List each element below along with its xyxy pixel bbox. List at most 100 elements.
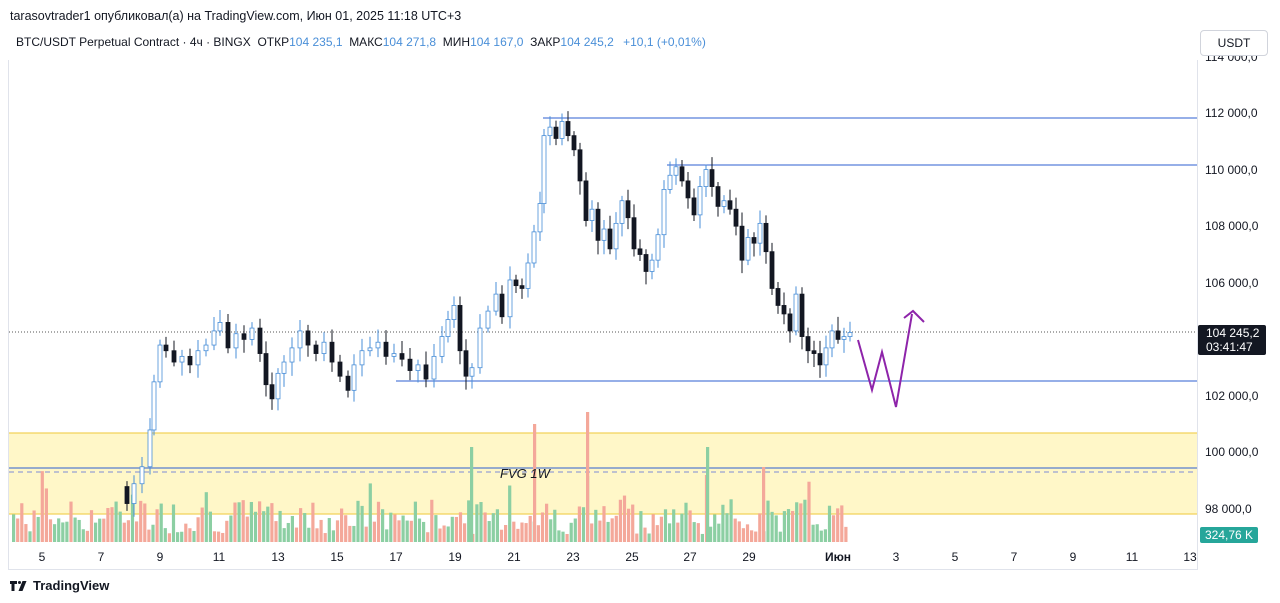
- candle-body: [571, 135, 577, 151]
- volume-bar: [692, 522, 696, 542]
- volume-bar: [249, 501, 253, 542]
- currency-button[interactable]: USDT: [1200, 30, 1268, 56]
- volume-bar: [631, 504, 635, 542]
- candle-body: [757, 222, 763, 244]
- volume-bar: [417, 518, 422, 542]
- volume-bar: [32, 510, 36, 542]
- tradingview-footer[interactable]: TradingView: [10, 578, 109, 593]
- candle-body: [697, 186, 703, 216]
- candle-body: [703, 169, 709, 187]
- volume-bar: [684, 502, 688, 542]
- volume-bar: [397, 520, 401, 542]
- change-value: +10,1 (+0,01%): [623, 35, 706, 49]
- volume-bar: [668, 523, 672, 542]
- close-value: 104 245,2: [560, 35, 614, 49]
- volume-bar: [340, 508, 344, 542]
- time-axis-label: 19: [448, 550, 462, 564]
- candle-body: [337, 361, 343, 377]
- candle-body: [203, 344, 209, 352]
- volume-bar: [709, 526, 713, 542]
- candle-body: [211, 330, 217, 346]
- volume-bar: [422, 521, 426, 542]
- volume-bar: [126, 520, 130, 542]
- volume-bar: [754, 531, 758, 542]
- candle-body: [297, 330, 303, 349]
- time-axis: 5 7 9 11 13 15 17 19 21 23 25 27 29 Июн 3 5 7 9 11 13: [39, 550, 1197, 564]
- candle-body: [281, 361, 287, 374]
- volume-bar: [167, 533, 171, 542]
- time-axis-label: 13: [1183, 550, 1197, 564]
- volume-bar: [512, 521, 516, 542]
- candle-body: [613, 222, 619, 250]
- volume-bar: [807, 481, 811, 542]
- open-label: ОТКР: [257, 35, 290, 49]
- volume-bar: [606, 521, 610, 542]
- symbol-title[interactable]: BTC/USDT Perpetual Contract · 4ч · BINGX: [16, 35, 251, 49]
- candle-body: [745, 237, 751, 261]
- volume-bar: [680, 513, 684, 542]
- volume-bar: [491, 513, 495, 542]
- volume-bar: [102, 518, 106, 542]
- volume-bar: [786, 509, 791, 542]
- volume-bar: [516, 528, 520, 542]
- volume-bar: [94, 522, 98, 542]
- volume-bar: [635, 533, 639, 542]
- volume-bar: [147, 529, 151, 542]
- volume-bar: [180, 531, 184, 542]
- candle-body: [655, 234, 661, 261]
- volume-bar: [241, 500, 245, 542]
- volume-bar: [233, 502, 237, 542]
- volume-bar: [221, 532, 225, 542]
- volume-bar: [442, 525, 446, 542]
- volume-bar: [299, 508, 303, 542]
- volume-bar: [700, 533, 704, 542]
- candle-body: [217, 322, 223, 332]
- volume-bar: [135, 521, 139, 542]
- volume-bar: [319, 519, 323, 542]
- candle-body: [823, 347, 829, 366]
- time-axis-label: 23: [566, 550, 580, 564]
- volume-bar: [155, 509, 159, 542]
- candle-body: [415, 364, 421, 371]
- candle-body: [589, 208, 595, 221]
- volume-bar: [36, 516, 40, 542]
- volume-bar: [438, 528, 442, 542]
- candle-body: [263, 353, 269, 386]
- close-label: ЗАКР: [530, 35, 561, 49]
- volume-bar: [426, 532, 430, 542]
- volume-bar: [844, 526, 848, 542]
- candle-body: [661, 189, 667, 236]
- volume-bar: [139, 500, 143, 542]
- volume-bar: [69, 501, 73, 542]
- candle-body: [607, 228, 613, 250]
- current-price-label: 104 245,2: [1206, 326, 1260, 340]
- volume-bar: [540, 512, 545, 542]
- volume-bar: [815, 524, 819, 542]
- candle-body: [477, 327, 483, 369]
- volume-bar: [270, 503, 274, 542]
- candle-body: [667, 174, 673, 190]
- candle-body: [787, 313, 793, 332]
- candle-body: [439, 336, 445, 357]
- candle-body: [241, 333, 247, 340]
- volume-bar: [258, 501, 262, 542]
- volume-bar: [106, 507, 110, 542]
- candle-body: [171, 350, 177, 363]
- volume-bar: [352, 525, 356, 542]
- fvg-zone: [9, 433, 1197, 514]
- candle-body: [179, 355, 185, 363]
- volume-bar: [73, 517, 77, 542]
- volume-bar: [311, 502, 315, 542]
- candle-body: [423, 364, 429, 380]
- candle-body: [359, 350, 365, 366]
- volume-bar: [569, 522, 573, 542]
- volume-bar: [77, 519, 81, 542]
- volume-bar: [778, 531, 782, 542]
- volume-bar: [159, 503, 163, 542]
- volume-bar: [832, 515, 836, 542]
- candle-body: [124, 486, 130, 504]
- volume-bar: [118, 511, 122, 542]
- candle-body: [733, 208, 739, 227]
- volume-bar: [799, 503, 803, 542]
